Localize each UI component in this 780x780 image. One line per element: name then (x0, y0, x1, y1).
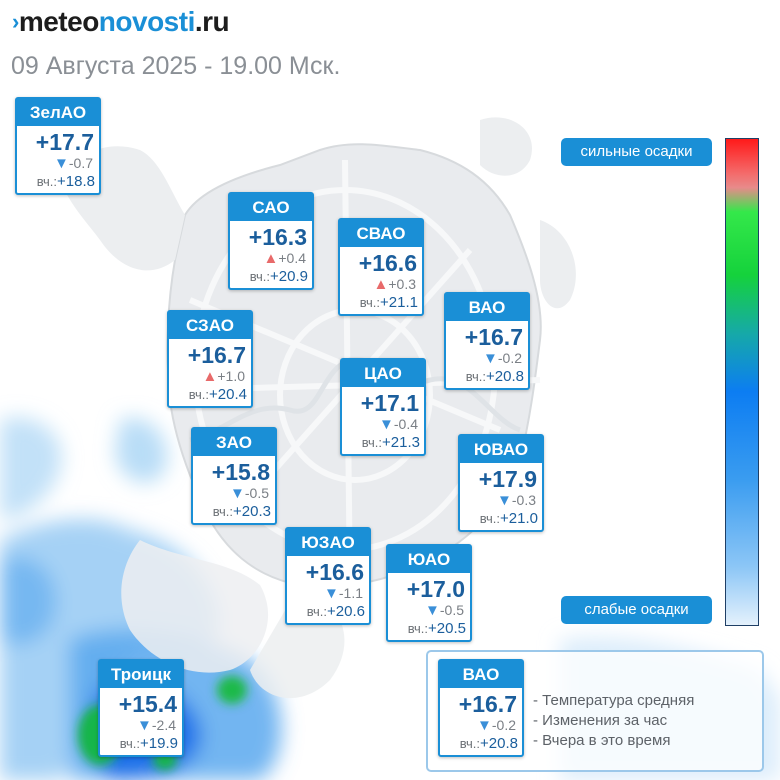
district-name: ЮВАО (460, 436, 542, 463)
district-card-szao[interactable]: СЗАО +16.7 ▲+1.0 вч.:+20.4 (167, 310, 253, 408)
temperature-value: +17.7 (35, 129, 94, 155)
hourly-change: ▲+1.0 (202, 368, 246, 385)
yesterday-temp: вч.:+20.8 (465, 368, 524, 385)
arrow-down-icon: ▼ (477, 717, 492, 734)
temperature-value: +15.8 (211, 459, 270, 485)
legend-items: - Температура средняя - Изменения за час… (533, 691, 694, 751)
district-card-troitsk[interactable]: Троицк +15.4 ▼-2.4 вч.:+19.9 (98, 659, 184, 757)
forecast-datetime: 09 Августа 2025 - 19.00 Мск. (11, 52, 341, 80)
arrow-down-icon: ▼ (379, 416, 394, 433)
temperature-value: +16.6 (358, 250, 417, 276)
temperature-value: +16.7 (464, 324, 523, 350)
legend-example-card: ВАО +16.7 ▼-0.2 вч.:+20.8 (438, 659, 524, 757)
district-card-sao[interactable]: САО +16.3 ▲+0.4 вч.:+20.9 (228, 192, 314, 290)
district-name: Троицк (100, 661, 182, 688)
hourly-change: ▼-0.7 (54, 155, 93, 172)
hourly-change: ▼-0.5 (230, 485, 269, 502)
temperature-value: +16.7 (458, 691, 517, 717)
scale-label-strong: сильные осадки (561, 138, 712, 166)
yesterday-temp: вч.:+21.3 (361, 434, 420, 451)
arrow-up-icon: ▲ (263, 250, 279, 267)
district-card-yuao[interactable]: ЮАО +17.0 ▼-0.5 вч.:+20.5 (386, 544, 472, 642)
district-card-yuzao[interactable]: ЮЗАО +16.6 ▼-1.1 вч.:+20.6 (285, 527, 371, 625)
arrow-down-icon: ▼ (230, 485, 245, 502)
yesterday-temp: вч.:+21.0 (479, 510, 538, 527)
arrow-up-icon: ▲ (373, 276, 389, 293)
hourly-change: ▼-2.4 (137, 717, 176, 734)
district-name: ЦАО (342, 360, 424, 387)
arrow-down-icon: ▼ (483, 350, 498, 367)
arrow-down-icon: ▼ (497, 492, 512, 509)
yesterday-temp: вч.:+20.9 (249, 268, 308, 285)
arrow-down-icon: ▼ (425, 602, 440, 619)
scale-label-weak: слабые осадки (561, 596, 712, 624)
temperature-value: +16.3 (248, 224, 307, 250)
yesterday-temp: вч.:+19.9 (119, 735, 178, 752)
yesterday-temp: вч.:+20.6 (306, 603, 365, 620)
brand-logo[interactable]: ›meteonovosti.ru (12, 6, 230, 37)
brand-mark-icon: › (12, 9, 19, 34)
district-card-zelao[interactable]: ЗелАО +17.7 ▼-0.7 вч.:+18.8 (15, 97, 101, 195)
district-name: САО (230, 194, 312, 221)
temperature-value: +17.9 (478, 466, 537, 492)
district-name: ЗАО (193, 429, 275, 456)
district-name: ЗелАО (17, 99, 99, 126)
temperature-value: +17.0 (406, 576, 465, 602)
arrow-down-icon: ▼ (324, 585, 339, 602)
temperature-value: +16.7 (187, 342, 246, 368)
district-card-yuvao[interactable]: ЮВАО +17.9 ▼-0.3 вч.:+21.0 (458, 434, 544, 532)
district-card-svao[interactable]: СВАО +16.6 ▲+0.3 вч.:+21.1 (338, 218, 424, 316)
hourly-change: ▼-1.1 (324, 585, 363, 602)
yesterday-temp: вч.:+20.8 (459, 735, 518, 752)
hourly-change: ▼-0.2 (477, 717, 516, 734)
hourly-change: ▼-0.5 (425, 602, 464, 619)
yesterday-temp: вч.:+20.5 (407, 620, 466, 637)
hourly-change: ▼-0.4 (379, 416, 418, 433)
legend-item-average: - Температура средняя (533, 692, 695, 709)
district-card-vao[interactable]: ВАО +16.7 ▼-0.2 вч.:+20.8 (444, 292, 530, 390)
legend-item-yesterday: - Вчера в это время (533, 732, 671, 749)
district-name: ЮЗАО (287, 529, 369, 556)
district-name: СВАО (340, 220, 422, 247)
district-name: ВАО (440, 661, 522, 688)
legend-item-change: - Изменения за час (533, 712, 668, 729)
arrow-down-icon: ▼ (137, 717, 152, 734)
yesterday-temp: вч.:+21.1 (359, 294, 418, 311)
arrow-up-icon: ▲ (202, 368, 218, 385)
hourly-change: ▲+0.3 (373, 276, 417, 293)
hourly-change: ▲+0.4 (263, 250, 307, 267)
district-card-tsao[interactable]: ЦАО +17.1 ▼-0.4 вч.:+21.3 (340, 358, 426, 456)
district-name: ВАО (446, 294, 528, 321)
precipitation-scale-bar (725, 138, 759, 626)
arrow-down-icon: ▼ (54, 155, 69, 172)
hourly-change: ▼-0.2 (483, 350, 522, 367)
temperature-value: +16.6 (305, 559, 364, 585)
district-card-zao[interactable]: ЗАО +15.8 ▼-0.5 вч.:+20.3 (191, 427, 277, 525)
district-name: СЗАО (169, 312, 251, 339)
district-name: ЮАО (388, 546, 470, 573)
temperature-value: +17.1 (360, 390, 419, 416)
yesterday-temp: вч.:+18.8 (36, 173, 95, 190)
temperature-value: +15.4 (118, 691, 177, 717)
yesterday-temp: вч.:+20.3 (212, 503, 271, 520)
yesterday-temp: вч.:+20.4 (188, 386, 247, 403)
hourly-change: ▼-0.3 (497, 492, 536, 509)
